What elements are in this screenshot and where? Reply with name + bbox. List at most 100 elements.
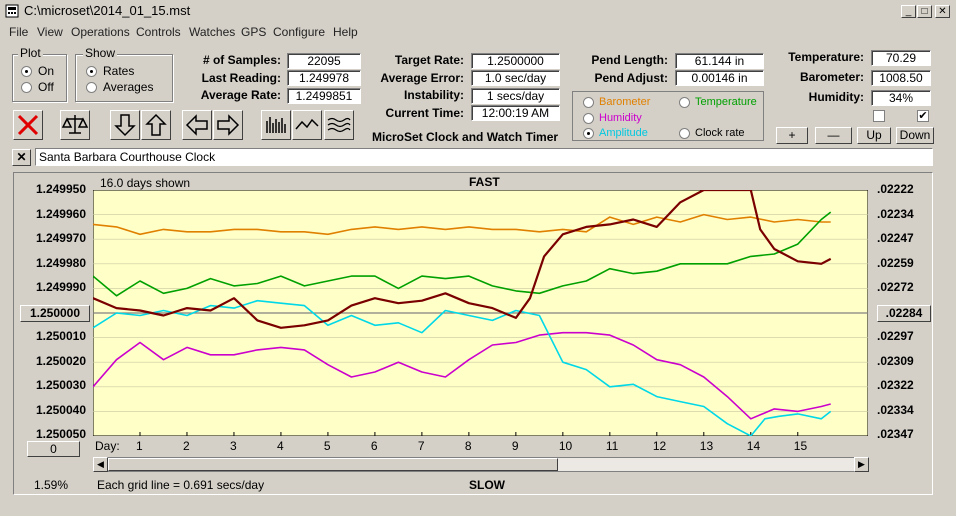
arrow-right-icon (217, 114, 240, 136)
day-axis-label: Day: (95, 439, 120, 453)
left-axis-tick: 1.249950 (35, 182, 86, 196)
clock-rate-radio[interactable] (679, 128, 690, 139)
option-checkbox-1[interactable] (873, 110, 885, 122)
left-axis-tick: 1.250040 (35, 402, 86, 417)
left-axis-tick: 1.250030 (35, 378, 86, 392)
down-button[interactable]: Down (896, 127, 934, 144)
menu-file[interactable]: File (9, 25, 29, 39)
show-group-title: Show (83, 46, 118, 60)
menu-view[interactable]: View (37, 25, 63, 39)
line-wave-button[interactable] (292, 110, 322, 140)
humidity-label: Humidity: (808, 90, 864, 104)
humidity-radio[interactable] (583, 113, 594, 124)
days-shown-label: 16.0 days shown (100, 176, 191, 190)
menu-help[interactable]: Help (333, 25, 358, 39)
arrow-up-button[interactable] (141, 110, 171, 140)
amplitude-radio[interactable] (583, 128, 594, 139)
right-axis-tick: .02297 (877, 329, 914, 343)
bar-chart-button[interactable] (261, 110, 291, 140)
day-tick: 7 (417, 439, 425, 453)
left-axis-tick: 1.250020 (35, 353, 86, 368)
pend-length-field[interactable]: 61.144 in (675, 53, 764, 69)
line-wave-icon (295, 118, 319, 130)
grid-lines (93, 214, 868, 436)
minus-button[interactable]: — (815, 127, 852, 144)
show-averages-label: Averages (103, 80, 154, 94)
average-rate-field: 1.2499851 (287, 88, 361, 104)
up-button[interactable]: Up (857, 127, 891, 144)
average-rate-label: Average Rate: (200, 88, 281, 102)
barometer-label: Barometer: (799, 70, 864, 84)
arrow-right-button[interactable] (213, 110, 243, 140)
scroll-right-button[interactable]: ▶ (854, 457, 869, 472)
right-axis-tick: .02247 (877, 231, 914, 245)
chart-panel (13, 172, 933, 495)
scroll-left-button[interactable]: ◀ (93, 457, 108, 472)
pend-adjust-field[interactable]: 0.00146 in (675, 70, 764, 86)
show-rates-radio[interactable] (86, 66, 97, 77)
pend-length-label: Pend Length: (591, 53, 668, 67)
sensor-select-box (572, 91, 764, 141)
day-tick: 1 (135, 439, 143, 453)
day-tick: 3 (229, 439, 237, 453)
temperature-option-label: Temperature (695, 96, 757, 108)
scroll-thumb[interactable] (108, 458, 558, 471)
clock-name-field[interactable]: Santa Barbara Courthouse Clock (35, 148, 933, 166)
multi-wave-button[interactable] (324, 110, 354, 140)
close-clock-button[interactable]: ✕ (12, 149, 31, 166)
show-rates-label: Rates (103, 64, 135, 78)
close-button[interactable]: ✕ (935, 5, 950, 18)
series-barometer (93, 213, 831, 236)
target-rate-field[interactable]: 1.2500000 (471, 53, 560, 69)
arrow-down-icon (114, 114, 136, 137)
menu-controls[interactable]: Controls (136, 25, 181, 39)
show-averages-radio[interactable] (86, 82, 97, 93)
slow-label: SLOW (469, 478, 505, 492)
humidity-field: 34% (871, 90, 931, 106)
zero-button[interactable]: 0 (27, 441, 80, 457)
menu-configure[interactable]: Configure (273, 25, 326, 39)
plot-group (12, 54, 67, 102)
left-axis-tick: 1.249970 (35, 231, 86, 245)
delete-x-icon (17, 114, 39, 136)
temperature-radio[interactable] (679, 97, 690, 108)
menu-watches[interactable]: Watches (189, 25, 236, 39)
plot-area (93, 190, 868, 436)
day-tick: 14 (746, 439, 761, 453)
right-axis-center-button[interactable]: .02284 (877, 305, 931, 322)
window-title: C:\microset\2014_01_15.mst (24, 3, 191, 18)
plus-button[interactable]: + (776, 127, 808, 144)
maximize-button[interactable]: □ (917, 5, 932, 18)
grid-note-label: Each grid line = 0.691 secs/day (97, 478, 265, 492)
last-reading-label: Last Reading: (201, 71, 281, 85)
menu-operations[interactable]: Operations (71, 25, 130, 39)
current-time-label: Current Time: (385, 106, 464, 120)
barometer-radio[interactable] (583, 97, 594, 108)
plot-group-title: Plot (18, 46, 43, 60)
menu-gps[interactable]: GPS (241, 25, 267, 39)
left-axis-center-button[interactable]: 1.250000 (20, 305, 90, 322)
amplitude-option-label: Amplitude (599, 127, 648, 139)
pend-adjust-label: Pend Adjust: (594, 71, 668, 85)
plot-off-radio[interactable] (21, 82, 32, 93)
average-error-field: 1.0 sec/day (471, 70, 560, 86)
arrow-down-button[interactable] (110, 110, 140, 140)
delete-button[interactable] (13, 110, 43, 140)
plot-on-radio[interactable] (21, 66, 32, 77)
left-axis-tick: 1.250050 (35, 427, 86, 441)
minimize-button[interactable]: _ (901, 5, 916, 18)
instability-field: 1 secs/day (471, 88, 560, 104)
balance-button[interactable] (60, 110, 90, 140)
left-axis-tick: 1.249980 (35, 255, 86, 270)
app-icon (5, 4, 19, 18)
right-axis-tick: .02309 (877, 353, 914, 368)
option-checkbox-2[interactable]: ✔ (917, 110, 929, 122)
arrow-left-button[interactable] (182, 110, 212, 140)
series-lines (93, 190, 832, 436)
day-tick: 8 (464, 439, 472, 453)
clock-rate-option-label: Clock rate (695, 127, 745, 139)
right-axis-tick: .02259 (877, 255, 914, 270)
day-tick: 12 (652, 439, 667, 453)
right-axis-tick: .02322 (877, 378, 914, 392)
fast-label: FAST (469, 175, 500, 189)
